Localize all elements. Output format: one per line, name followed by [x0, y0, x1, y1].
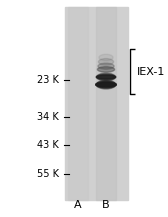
Bar: [68, 7, 88, 200]
Ellipse shape: [96, 74, 116, 80]
Bar: [66, 7, 128, 200]
Ellipse shape: [99, 54, 113, 61]
Text: 23 K: 23 K: [37, 75, 59, 85]
Text: A: A: [74, 200, 82, 210]
Ellipse shape: [98, 59, 114, 65]
Ellipse shape: [97, 73, 115, 81]
Ellipse shape: [96, 80, 116, 89]
Text: 55 K: 55 K: [37, 169, 59, 179]
Ellipse shape: [96, 75, 116, 79]
Text: IEX-1: IEX-1: [136, 67, 165, 77]
Text: 34 K: 34 K: [37, 112, 59, 122]
Ellipse shape: [96, 81, 116, 88]
Bar: [96, 7, 116, 200]
Ellipse shape: [98, 63, 114, 69]
Ellipse shape: [97, 67, 115, 72]
Ellipse shape: [96, 82, 116, 87]
Text: 43 K: 43 K: [37, 140, 59, 150]
Text: B: B: [102, 200, 110, 210]
